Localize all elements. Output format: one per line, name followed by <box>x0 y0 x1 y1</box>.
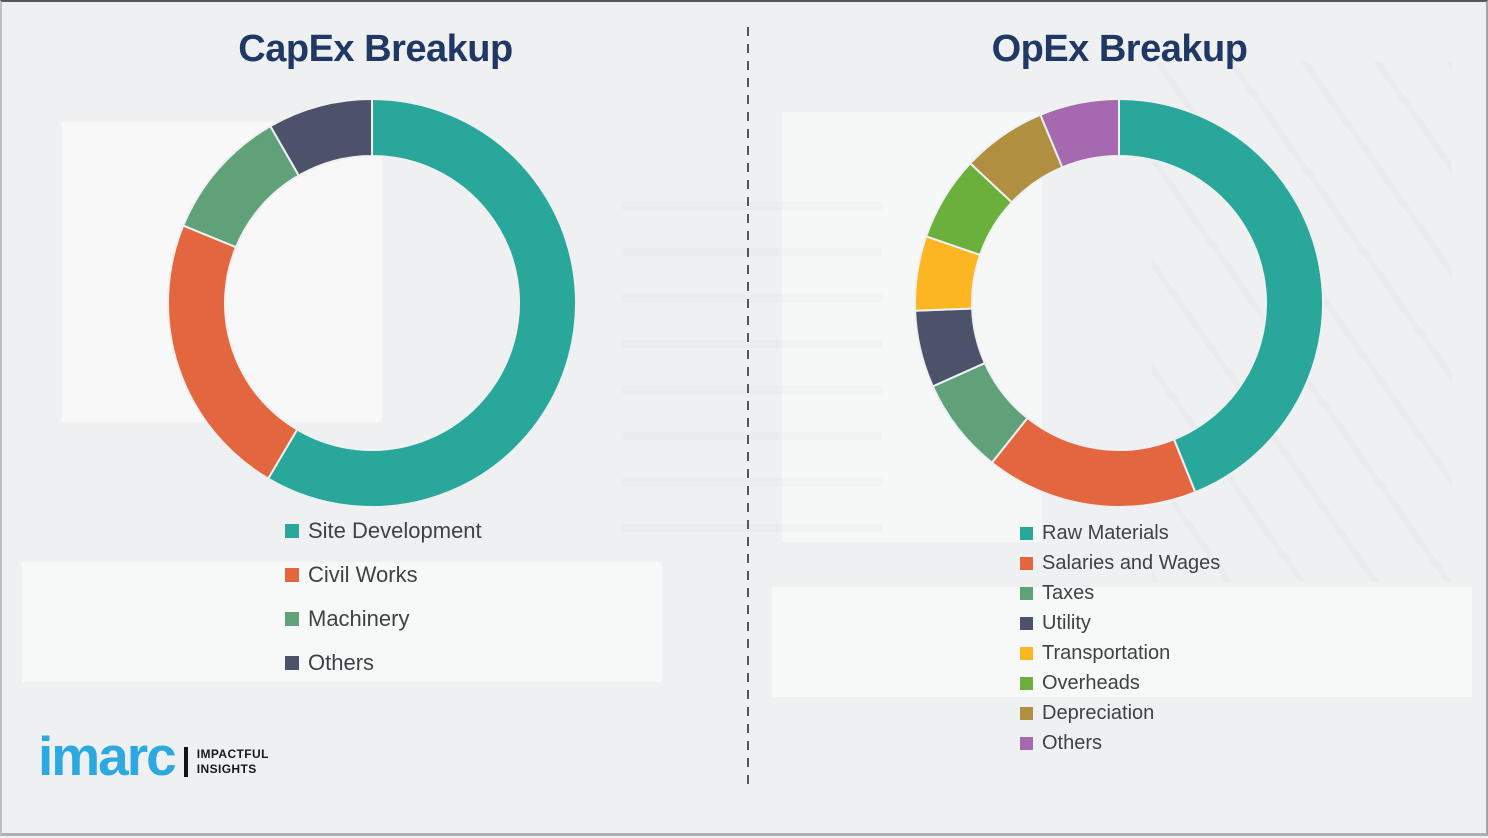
legend-item-others: Others <box>1020 728 1220 758</box>
capex-panel: CapEx Breakup Site Development Civil Work… <box>2 2 749 838</box>
legend-swatch-icon <box>285 612 299 626</box>
opex-legend: Raw Materials Salaries and Wages Taxes Util… <box>1020 518 1220 758</box>
legend-swatch-icon <box>1020 706 1033 720</box>
legend-swatch-icon <box>1020 676 1033 690</box>
legend-item-taxes: Taxes <box>1020 578 1220 608</box>
legend-label: Transportation <box>1042 641 1171 664</box>
legend-swatch-icon <box>1020 736 1033 750</box>
legend-swatch-icon <box>1020 526 1033 540</box>
legend-swatch-icon <box>285 568 299 582</box>
legend-label: Others <box>308 650 375 675</box>
logo-tagline-line1: IMPACTFUL <box>196 746 269 761</box>
panel-divider-dashed-line <box>747 27 749 792</box>
opex-panel: OpEx Breakup Raw Materials Salaries and W… <box>749 2 1488 838</box>
legend-label: Others <box>1042 731 1103 754</box>
legend-item-depreciation: Depreciation <box>1020 698 1220 728</box>
legend-label: Salaries and Wages <box>1042 551 1221 574</box>
capex-title: CapEx Breakup <box>238 28 513 70</box>
legend-label: Civil Works <box>308 562 418 587</box>
legend-item-raw-materials: Raw Materials <box>1020 518 1220 548</box>
legend-label: Depreciation <box>1042 701 1155 724</box>
legend-item-machinery: Machinery <box>285 597 482 641</box>
legend-item-site-development: Site Development <box>285 509 482 553</box>
legend-item-utility: Utility <box>1020 608 1220 638</box>
legend-item-civil-works: Civil Works <box>285 553 482 597</box>
legend-swatch-icon <box>285 524 299 538</box>
legend-item-salaries-and-wages: Salaries and Wages <box>1020 548 1220 578</box>
logo-tagline-line2: INSIGHTS <box>196 761 257 776</box>
legend-swatch-icon <box>1020 586 1033 600</box>
legend-label: Machinery <box>308 606 410 631</box>
opex-donut-chart <box>914 97 1324 508</box>
opex-title: OpEx Breakup <box>991 28 1248 70</box>
legend-swatch-icon <box>1020 616 1033 630</box>
donut-segment-raw-materials <box>1118 97 1324 494</box>
legend-item-overheads: Overheads <box>1020 668 1220 698</box>
legend-item-others: Others <box>285 641 482 685</box>
donut-segment-site-development <box>266 97 578 508</box>
legend-label: Overheads <box>1042 671 1140 694</box>
imarc-logo: imarc IMPACTFUL INSIGHTS <box>38 725 269 787</box>
logo-tagline: IMPACTFUL INSIGHTS <box>197 747 269 777</box>
legend-swatch-icon <box>1020 556 1033 570</box>
imarc-logo-wordmark: imarc <box>38 725 177 787</box>
capex-legend: Site Development Civil Works Machinery Othe… <box>285 509 482 685</box>
capex-donut-chart <box>167 97 578 508</box>
legend-label: Site Development <box>308 518 482 543</box>
donut-segment-others <box>269 97 373 177</box>
legend-label: Utility <box>1042 611 1091 634</box>
legend-label: Taxes <box>1042 581 1095 604</box>
donut-segment-salaries-and-wages <box>990 416 1197 508</box>
logo-separator-bar <box>183 746 188 777</box>
legend-item-transportation: Transportation <box>1020 638 1220 668</box>
donut-segment-civil-works <box>167 224 299 480</box>
legend-label: Raw Materials <box>1042 521 1169 544</box>
legend-swatch-icon <box>285 656 299 670</box>
legend-swatch-icon <box>1020 646 1033 660</box>
donut-segment-others <box>1039 97 1120 169</box>
